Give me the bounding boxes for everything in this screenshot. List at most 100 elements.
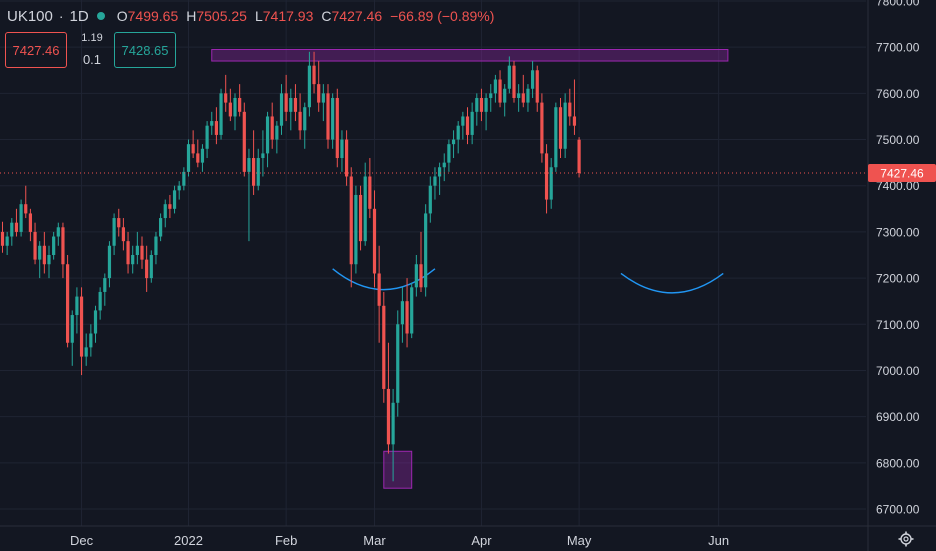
candle-body bbox=[93, 310, 98, 334]
candle-body bbox=[391, 402, 395, 445]
candle-body bbox=[126, 241, 130, 265]
candle-body bbox=[33, 231, 37, 260]
high-label: H bbox=[186, 8, 197, 24]
candle-body bbox=[493, 79, 497, 94]
candle-body bbox=[461, 116, 465, 126]
candle-body bbox=[228, 102, 232, 117]
candle-body bbox=[284, 93, 288, 112]
candle-body bbox=[321, 93, 325, 103]
candle-body bbox=[38, 245, 42, 260]
drawing-annotations[interactable] bbox=[211, 48, 729, 489]
legend-separator: · bbox=[58, 8, 64, 24]
candle-body bbox=[0, 231, 5, 246]
price-tick-label: 7600.00 bbox=[876, 87, 920, 101]
candle-body bbox=[312, 65, 316, 85]
time-tick-label: Dec bbox=[70, 533, 94, 548]
candle-body bbox=[447, 144, 451, 163]
candle-body bbox=[489, 93, 493, 98]
candle-body bbox=[56, 227, 60, 237]
arc-drawing[interactable] bbox=[332, 268, 436, 291]
price-tick-label: 7800.00 bbox=[876, 0, 920, 9]
candle-body bbox=[219, 93, 223, 135]
candle-body bbox=[131, 255, 135, 265]
resistance-zone-rectangle[interactable] bbox=[211, 48, 729, 62]
price-tick-label: 7500.00 bbox=[876, 133, 920, 147]
interval-label[interactable]: 1D bbox=[69, 7, 89, 25]
candle-body bbox=[317, 84, 321, 103]
candle-body bbox=[163, 204, 167, 219]
time-tick-label: Jun bbox=[708, 533, 729, 548]
candle-body bbox=[233, 97, 237, 117]
candle-body bbox=[61, 227, 65, 265]
candle-body bbox=[382, 305, 386, 389]
candle-body bbox=[149, 255, 153, 279]
candle-body bbox=[159, 218, 163, 237]
candle-body bbox=[242, 111, 246, 172]
resistance-zone-rectangle[interactable] bbox=[383, 450, 413, 489]
candle-body bbox=[358, 194, 363, 242]
candle-body bbox=[168, 204, 172, 209]
price-tick-label: 6800.00 bbox=[876, 456, 920, 470]
gear-icon[interactable] bbox=[898, 531, 914, 547]
candle-body bbox=[224, 93, 228, 103]
buy-button[interactable]: 7428.65 bbox=[114, 32, 176, 68]
candle-body bbox=[549, 167, 553, 200]
candle-body bbox=[252, 158, 256, 186]
candle-body bbox=[140, 245, 144, 260]
candle-body bbox=[372, 208, 377, 274]
candle-body bbox=[279, 93, 284, 126]
candle-body bbox=[79, 296, 84, 357]
grid bbox=[0, 0, 866, 526]
candle-body bbox=[479, 97, 484, 112]
candle-body bbox=[112, 218, 116, 246]
time-axis[interactable]: Dec 2022 Feb Mar Apr May Jun bbox=[0, 525, 936, 548]
low-value: 7417.93 bbox=[262, 8, 314, 24]
candle-body bbox=[210, 121, 214, 126]
candle-body bbox=[196, 153, 200, 163]
price-tick-label: 7300.00 bbox=[876, 225, 920, 239]
candle-body bbox=[191, 144, 195, 154]
candle-body bbox=[84, 347, 88, 357]
open-value: 7499.65 bbox=[127, 8, 179, 24]
candle-body bbox=[24, 204, 28, 214]
candle-body bbox=[442, 162, 446, 168]
price-axis[interactable]: 6700.00 6800.00 6900.00 7000.00 7100.00 7200.… bbox=[867, 0, 920, 551]
candle-body bbox=[289, 97, 293, 112]
price-tick-label: 7200.00 bbox=[876, 272, 920, 286]
candle-body bbox=[270, 116, 274, 140]
candle-body bbox=[368, 176, 372, 209]
candle-body bbox=[331, 97, 335, 140]
time-tick-label: Apr bbox=[471, 533, 492, 548]
price-tick-label: 7400.00 bbox=[876, 179, 920, 193]
candle-body bbox=[335, 97, 339, 159]
candle-body bbox=[238, 97, 242, 112]
candle-body bbox=[19, 204, 23, 232]
candle-body bbox=[503, 88, 507, 103]
symbol-label[interactable]: UK100 bbox=[7, 7, 53, 25]
candle-body bbox=[66, 264, 70, 343]
candle-body bbox=[451, 139, 456, 145]
candle-body bbox=[433, 176, 437, 186]
candle-body bbox=[172, 190, 177, 209]
candle-body bbox=[577, 139, 581, 174]
candles bbox=[0, 51, 581, 482]
candle-body bbox=[89, 333, 93, 348]
candle-body bbox=[182, 171, 186, 186]
candle-body bbox=[47, 255, 51, 265]
arc-drawing[interactable] bbox=[620, 272, 724, 294]
candle-body bbox=[410, 287, 414, 334]
sell-button[interactable]: 7427.46 bbox=[5, 32, 67, 68]
time-tick-label: 2022 bbox=[174, 533, 203, 548]
candle-body bbox=[507, 65, 511, 89]
candle-body bbox=[554, 107, 558, 168]
candle-body bbox=[265, 116, 270, 154]
candle-body bbox=[293, 97, 298, 112]
candle-body bbox=[535, 70, 539, 103]
candle-body bbox=[307, 65, 311, 108]
candle-body bbox=[303, 107, 307, 131]
price-tick-label: 6900.00 bbox=[876, 410, 920, 424]
candle-body bbox=[177, 185, 181, 191]
candle-body bbox=[512, 65, 516, 98]
